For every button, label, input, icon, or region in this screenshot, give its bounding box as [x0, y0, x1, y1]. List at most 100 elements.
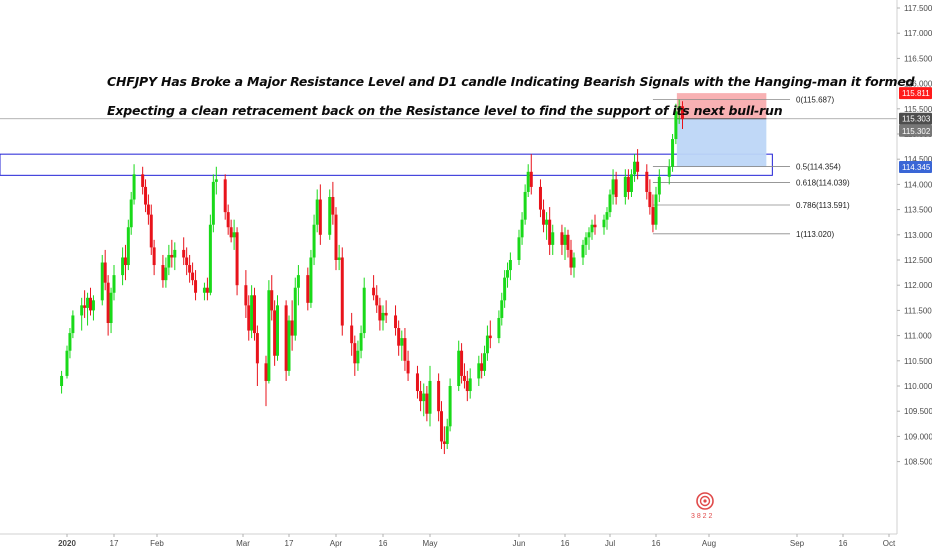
candle-body [551, 232, 555, 245]
candle-body [629, 174, 633, 192]
candle-body [123, 257, 127, 266]
fib-level-label: 1(113.020) [796, 230, 834, 239]
candle-body [337, 257, 341, 260]
candle-body [372, 287, 376, 296]
candle-body [468, 378, 472, 392]
candle-body [185, 257, 189, 266]
candle-body [581, 244, 585, 258]
candle-body [132, 174, 136, 200]
candle-body [483, 353, 487, 371]
price-tick-label: 114.000 [904, 180, 932, 189]
fib-level-label: 0.618(114.039) [796, 178, 850, 187]
candle-body [362, 287, 366, 334]
candle-body [503, 277, 507, 301]
time-tick-label: Apr [330, 539, 343, 548]
candle-body [508, 260, 512, 271]
candle-body [167, 254, 171, 268]
time-tick-label: 16 [561, 539, 570, 548]
candle-body [566, 234, 570, 250]
candle-body [312, 224, 316, 258]
resistance-zone-box [0, 153, 773, 176]
candle-body [188, 265, 192, 273]
candle-body [226, 212, 230, 228]
candle-body [439, 411, 443, 442]
price-tag [899, 87, 932, 100]
candle-body [529, 171, 533, 187]
price-tick-label: 117.500 [904, 4, 932, 13]
price-tick-label: 112.000 [904, 281, 932, 290]
candle-body [381, 312, 385, 321]
price-tick-label: 111.000 [904, 332, 932, 341]
candle-body [602, 219, 606, 228]
candle-body [671, 139, 675, 167]
price-tick-label: 115.500 [904, 105, 932, 114]
candle-body [626, 176, 630, 192]
candle-body [681, 106, 684, 119]
candle-body [232, 232, 236, 238]
candle-body [287, 320, 291, 371]
time-tick-label: 16 [379, 539, 388, 548]
candle-body [182, 249, 186, 258]
candle-body [460, 350, 464, 376]
price-tick-label: 113.500 [904, 206, 932, 215]
candle-body [208, 224, 212, 293]
candle-body [146, 204, 150, 215]
annotation-text-2[interactable]: Expecting a clean retracement back on th… [107, 103, 783, 118]
candles [60, 99, 684, 455]
candle-body [309, 257, 313, 303]
candle-body [253, 295, 256, 334]
price-tag [899, 161, 932, 174]
candle-body [437, 380, 441, 412]
candle-body [542, 209, 546, 225]
candle-body [623, 176, 627, 197]
candle-body [91, 300, 95, 311]
time-tick-label: 17 [285, 539, 294, 548]
price-tick-label: 108.500 [904, 458, 932, 467]
candle-body [328, 197, 332, 235]
price-tag [899, 124, 932, 137]
candle-body [636, 161, 640, 172]
candle-body [315, 199, 319, 225]
price-tick-label: 110.000 [904, 382, 932, 391]
take-profit-zone [676, 118, 767, 168]
candle-body [651, 207, 655, 225]
candle-body [267, 290, 271, 381]
candle-body [608, 194, 612, 213]
candle-body [126, 227, 130, 266]
candle-body [244, 285, 248, 306]
candle-body [488, 335, 492, 339]
candle-body [611, 179, 615, 195]
candle-body [60, 375, 64, 386]
candle-body [152, 247, 156, 266]
candle-body [587, 232, 591, 238]
fib-level-label: 0(115.687) [796, 95, 834, 104]
candle-body [161, 265, 165, 281]
candle-body [403, 338, 407, 361]
candle-body [264, 363, 268, 381]
candle-body [255, 333, 259, 364]
candle-body [306, 275, 310, 303]
candle-body [318, 199, 322, 235]
candle-body [80, 305, 84, 316]
price-tag-label: 115.302 [902, 127, 931, 136]
candle-body [523, 191, 527, 220]
candle-body [331, 197, 335, 215]
candle-body [375, 295, 379, 306]
candle-body [106, 282, 110, 323]
time-tick-label: May [422, 539, 437, 548]
annotation-text-1[interactable]: CHFJPY Has Broke a Major Resistance Leve… [107, 74, 915, 89]
candle-body [112, 275, 116, 293]
candle-body [572, 257, 576, 268]
candle-body [497, 317, 501, 339]
candle-body [677, 106, 681, 112]
time-tick-label: Jun [513, 539, 526, 548]
candle-body [247, 305, 251, 331]
candle-body [462, 375, 466, 381]
candle-body [340, 257, 344, 326]
candle-body [293, 287, 297, 336]
candle-body [506, 270, 510, 278]
candle-body [563, 234, 567, 245]
price-tag-label: 115.811 [902, 89, 930, 98]
